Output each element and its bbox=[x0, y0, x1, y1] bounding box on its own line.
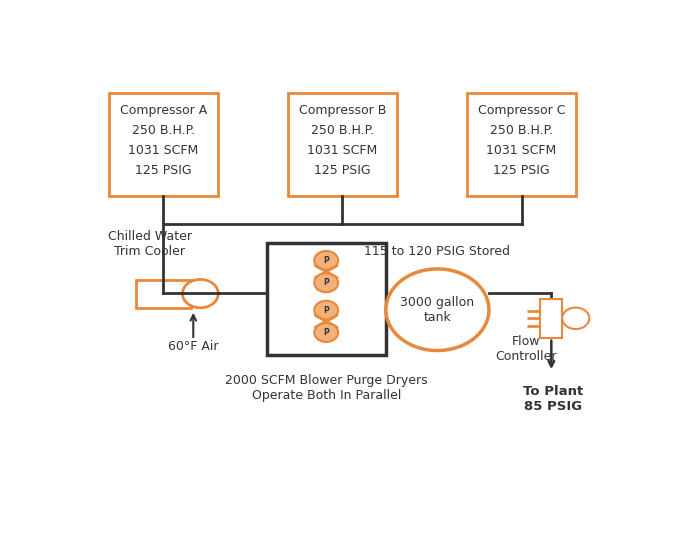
Text: 115 to 120 PSIG Stored: 115 to 120 PSIG Stored bbox=[365, 245, 510, 258]
Bar bbox=[288, 93, 397, 196]
Circle shape bbox=[314, 301, 338, 320]
Bar bbox=[136, 280, 190, 307]
Text: 2000 SCFM Blower Purge Dryers
Operate Both In Parallel: 2000 SCFM Blower Purge Dryers Operate Bo… bbox=[225, 374, 428, 402]
Bar bbox=[109, 93, 218, 196]
Text: P: P bbox=[323, 256, 329, 265]
Bar bbox=[267, 243, 386, 355]
Circle shape bbox=[314, 323, 338, 342]
Text: Chilled Water
Trim Cooler: Chilled Water Trim Cooler bbox=[108, 230, 192, 258]
Text: P: P bbox=[323, 328, 329, 337]
Text: Compressor B
250 B.H.P.
1031 SCFM
125 PSIG: Compressor B 250 B.H.P. 1031 SCFM 125 PS… bbox=[299, 103, 386, 176]
Circle shape bbox=[314, 273, 338, 292]
Text: Compressor A
250 B.H.P.
1031 SCFM
125 PSIG: Compressor A 250 B.H.P. 1031 SCFM 125 PS… bbox=[120, 103, 207, 176]
Bar bbox=[468, 93, 575, 196]
Text: Compressor C
250 B.H.P.
1031 SCFM
125 PSIG: Compressor C 250 B.H.P. 1031 SCFM 125 PS… bbox=[477, 103, 566, 176]
Text: To Plant
85 PSIG: To Plant 85 PSIG bbox=[523, 385, 583, 413]
Text: Flow
Controller: Flow Controller bbox=[495, 335, 556, 363]
Bar bbox=[540, 299, 562, 338]
Text: P: P bbox=[323, 306, 329, 315]
Text: 60°F Air: 60°F Air bbox=[168, 340, 218, 353]
Text: 3000 gallon
tank: 3000 gallon tank bbox=[400, 296, 475, 324]
Circle shape bbox=[183, 280, 218, 308]
Circle shape bbox=[562, 307, 589, 329]
Circle shape bbox=[314, 251, 338, 270]
Text: P: P bbox=[323, 278, 329, 287]
Circle shape bbox=[386, 269, 489, 350]
